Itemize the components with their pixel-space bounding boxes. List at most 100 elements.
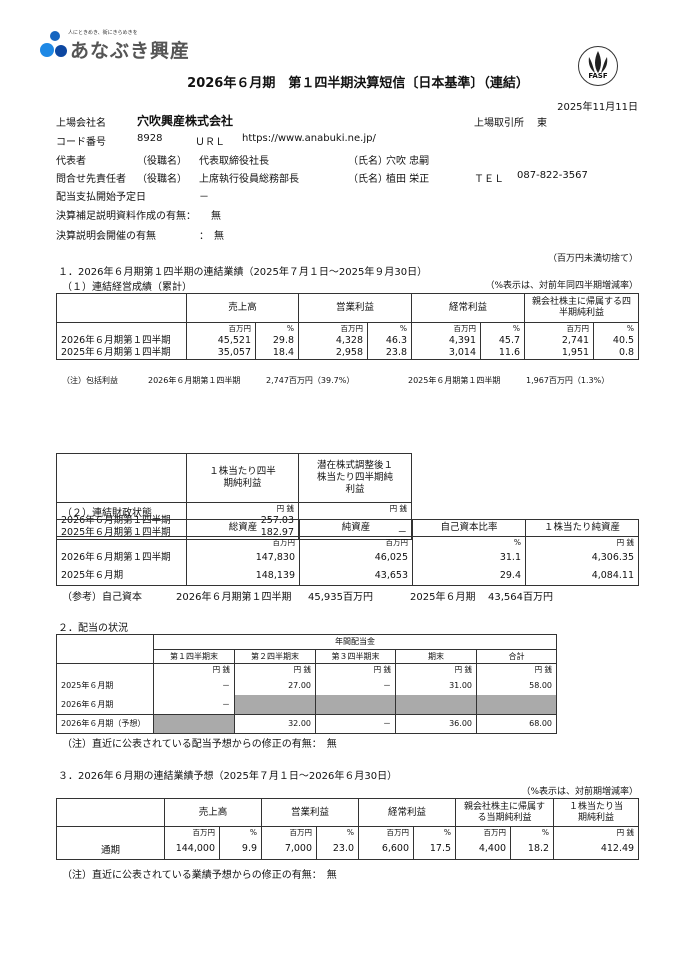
note-value: 43,564百万円 (488, 592, 553, 603)
dividend-date-label: 配当支払開始予定日 (56, 192, 146, 203)
unit: 円 銭 (475, 663, 558, 676)
cell: 4,400 (455, 839, 512, 859)
unit: 百万円 (261, 826, 318, 839)
logo-mark-icon (40, 31, 67, 57)
cell: 23.0 (316, 839, 360, 859)
dividend-revision-note: （注）直近に公表されている配当予想からの修正の有無： 無 (62, 739, 337, 750)
cell: 31.00 (395, 676, 477, 695)
table-row: 2025年６月期－ 27.00 － 31.00 58.00 (56, 676, 558, 695)
operating-results-table: 売上高 営業利益 経常利益 親会社株主に帰属する四半期純利益 百万円% 百万円% 百… (56, 293, 640, 360)
rep-name-label: （氏名） (348, 156, 388, 167)
section1-sub: （１）連結経営成績（累計） (62, 282, 192, 293)
col-header: 親会社株主に帰属する当期純利益 (455, 798, 555, 827)
row-label: 通期 (56, 839, 165, 859)
row-label: 2026年６月期 (56, 695, 154, 714)
table-row: 2026年６月期第１四半期 45,521 29.8 4,328 46.3 4,391 45.… (56, 335, 640, 347)
cell: 18.4 (254, 347, 300, 360)
cell: 0.8 (593, 347, 640, 360)
note-label: （注）包括利益 (62, 376, 118, 385)
fasf-label: FASF (588, 72, 608, 80)
contact-name-label: （氏名） (348, 174, 388, 185)
cell: － (153, 695, 235, 714)
briefing: ： 無 (199, 231, 224, 242)
unit: 百万円 (186, 536, 300, 549)
cell: 11.6 (480, 347, 526, 360)
col-header: 経常利益 (411, 293, 526, 323)
unit: % (593, 322, 640, 335)
contact-title-label: （役職名） (137, 174, 187, 185)
cell: － (315, 714, 396, 733)
col-header: 第３四半期末 (315, 649, 396, 664)
col-header: 合計 (475, 649, 558, 664)
table-row: 通期 144,000 9.9 7,000 23.0 6,600 17.5 4,400 18.2 4… (56, 839, 640, 859)
col-header: 親会社株主に帰属する四半期純利益 (524, 293, 640, 323)
exchange: 東 (537, 118, 547, 129)
cell: 4,306.35 (525, 549, 639, 567)
cell: － (153, 676, 235, 695)
briefing-label: 決算説明会開催の有無 (56, 231, 156, 242)
unit: % (480, 322, 526, 335)
unit: 円 銭 (186, 502, 299, 515)
cell: 29.8 (254, 335, 300, 347)
col-header: 経常利益 (358, 798, 457, 827)
unit: 円 銭 (315, 663, 396, 676)
cell: 2,958 (298, 347, 369, 360)
unit: 百万円 (186, 322, 256, 335)
row-label: 2025年６月期 (56, 676, 154, 695)
section2-heading: ２．配当の状況 (58, 623, 128, 634)
note-period: 2025年６月期第１四半期 (408, 376, 501, 385)
note-value: 45,935百万円 (308, 592, 373, 603)
unit: 円 銭 (553, 826, 640, 839)
note-value: 1,967百万円（1.3%） (526, 376, 610, 385)
supp-material-label: 決算補足説明資料作成の有無： (56, 211, 196, 222)
cell: 35,057 (186, 347, 256, 360)
cell: 2,741 (524, 335, 595, 347)
table-row: 2025年６月期第１四半期 35,057 18.4 2,958 23.8 3,014 11.… (56, 347, 640, 360)
cell: 1,951 (524, 347, 595, 360)
contact-title: 上席執行役員総務部長 (199, 174, 299, 185)
table-row: 2025年６月期 148,139 43,653 29.4 4,084.11 (56, 567, 639, 585)
code: 8928 (137, 133, 163, 144)
section1-pct-note: （%表示は、対前年同四半期増減率） (485, 281, 638, 291)
section1-heading: １．2026年６月期第１四半期の連結業績（2025年７月１日～2025年９月30… (58, 267, 428, 278)
cell: 148,139 (186, 567, 300, 585)
cell: 40.5 (593, 335, 640, 347)
col-header: 営業利益 (261, 798, 360, 827)
url-link[interactable]: https://www.anabuki.ne.jp/ (242, 133, 376, 144)
unit: % (413, 826, 457, 839)
cell: 36.00 (395, 714, 477, 733)
unit: 百万円 (455, 826, 512, 839)
forecast-revision-note: （注）直近に公表されている業績予想からの修正の有無： 無 (62, 870, 337, 881)
rep-title: 代表取締役社長 (199, 156, 269, 167)
financial-position-heading: （２）連結財政状態 (62, 508, 152, 519)
cell: 46,025 (299, 549, 413, 567)
row-label: 2026年６月期（予想） (56, 714, 154, 733)
group-header: 年間配当金 (152, 634, 558, 650)
note-label: （参考）自己資本 (62, 592, 142, 603)
cell: 43,653 (299, 567, 413, 585)
unit: % (367, 322, 413, 335)
col-header: １株当たり純資産 (525, 519, 639, 537)
col-header: 潜在株式調整後１株当たり四半期純利益 (298, 453, 412, 503)
fasf-seal: FASF (578, 46, 618, 86)
col-header: 売上高 (163, 798, 263, 827)
unit: 百万円 (358, 826, 415, 839)
row-label: 2026年６月期第１四半期 (56, 549, 187, 567)
unit: % (412, 536, 526, 549)
col-header: １株当たり四半期純利益 (186, 453, 299, 503)
note-period: 2026年６月期第１四半期 (176, 592, 292, 603)
table-row: 2026年６月期－ (56, 695, 558, 714)
table-row: 2026年６月期（予想） 32.00 － 36.00 68.00 (56, 714, 558, 733)
code-label: コード番号 (56, 137, 106, 148)
company-name-label: 上場会社名 (56, 118, 106, 129)
contact-name: 植田 栄正 (386, 174, 430, 185)
row-label: 2025年６月期 (56, 567, 187, 585)
unit: 百万円 (298, 322, 369, 335)
unit: 円 銭 (395, 663, 477, 676)
unit: % (316, 826, 360, 839)
unit: 円 銭 (234, 663, 316, 676)
section3-pct-note: （%表示は、対前期増減率） (521, 787, 638, 797)
fasf-leaf-icon (588, 51, 608, 73)
cell: 18.2 (510, 839, 555, 859)
financial-position-table: 総資産 純資産 自己資本比率 １株当たり純資産 百万円 百万円% 円 銭 2026年６月期… (56, 519, 639, 586)
